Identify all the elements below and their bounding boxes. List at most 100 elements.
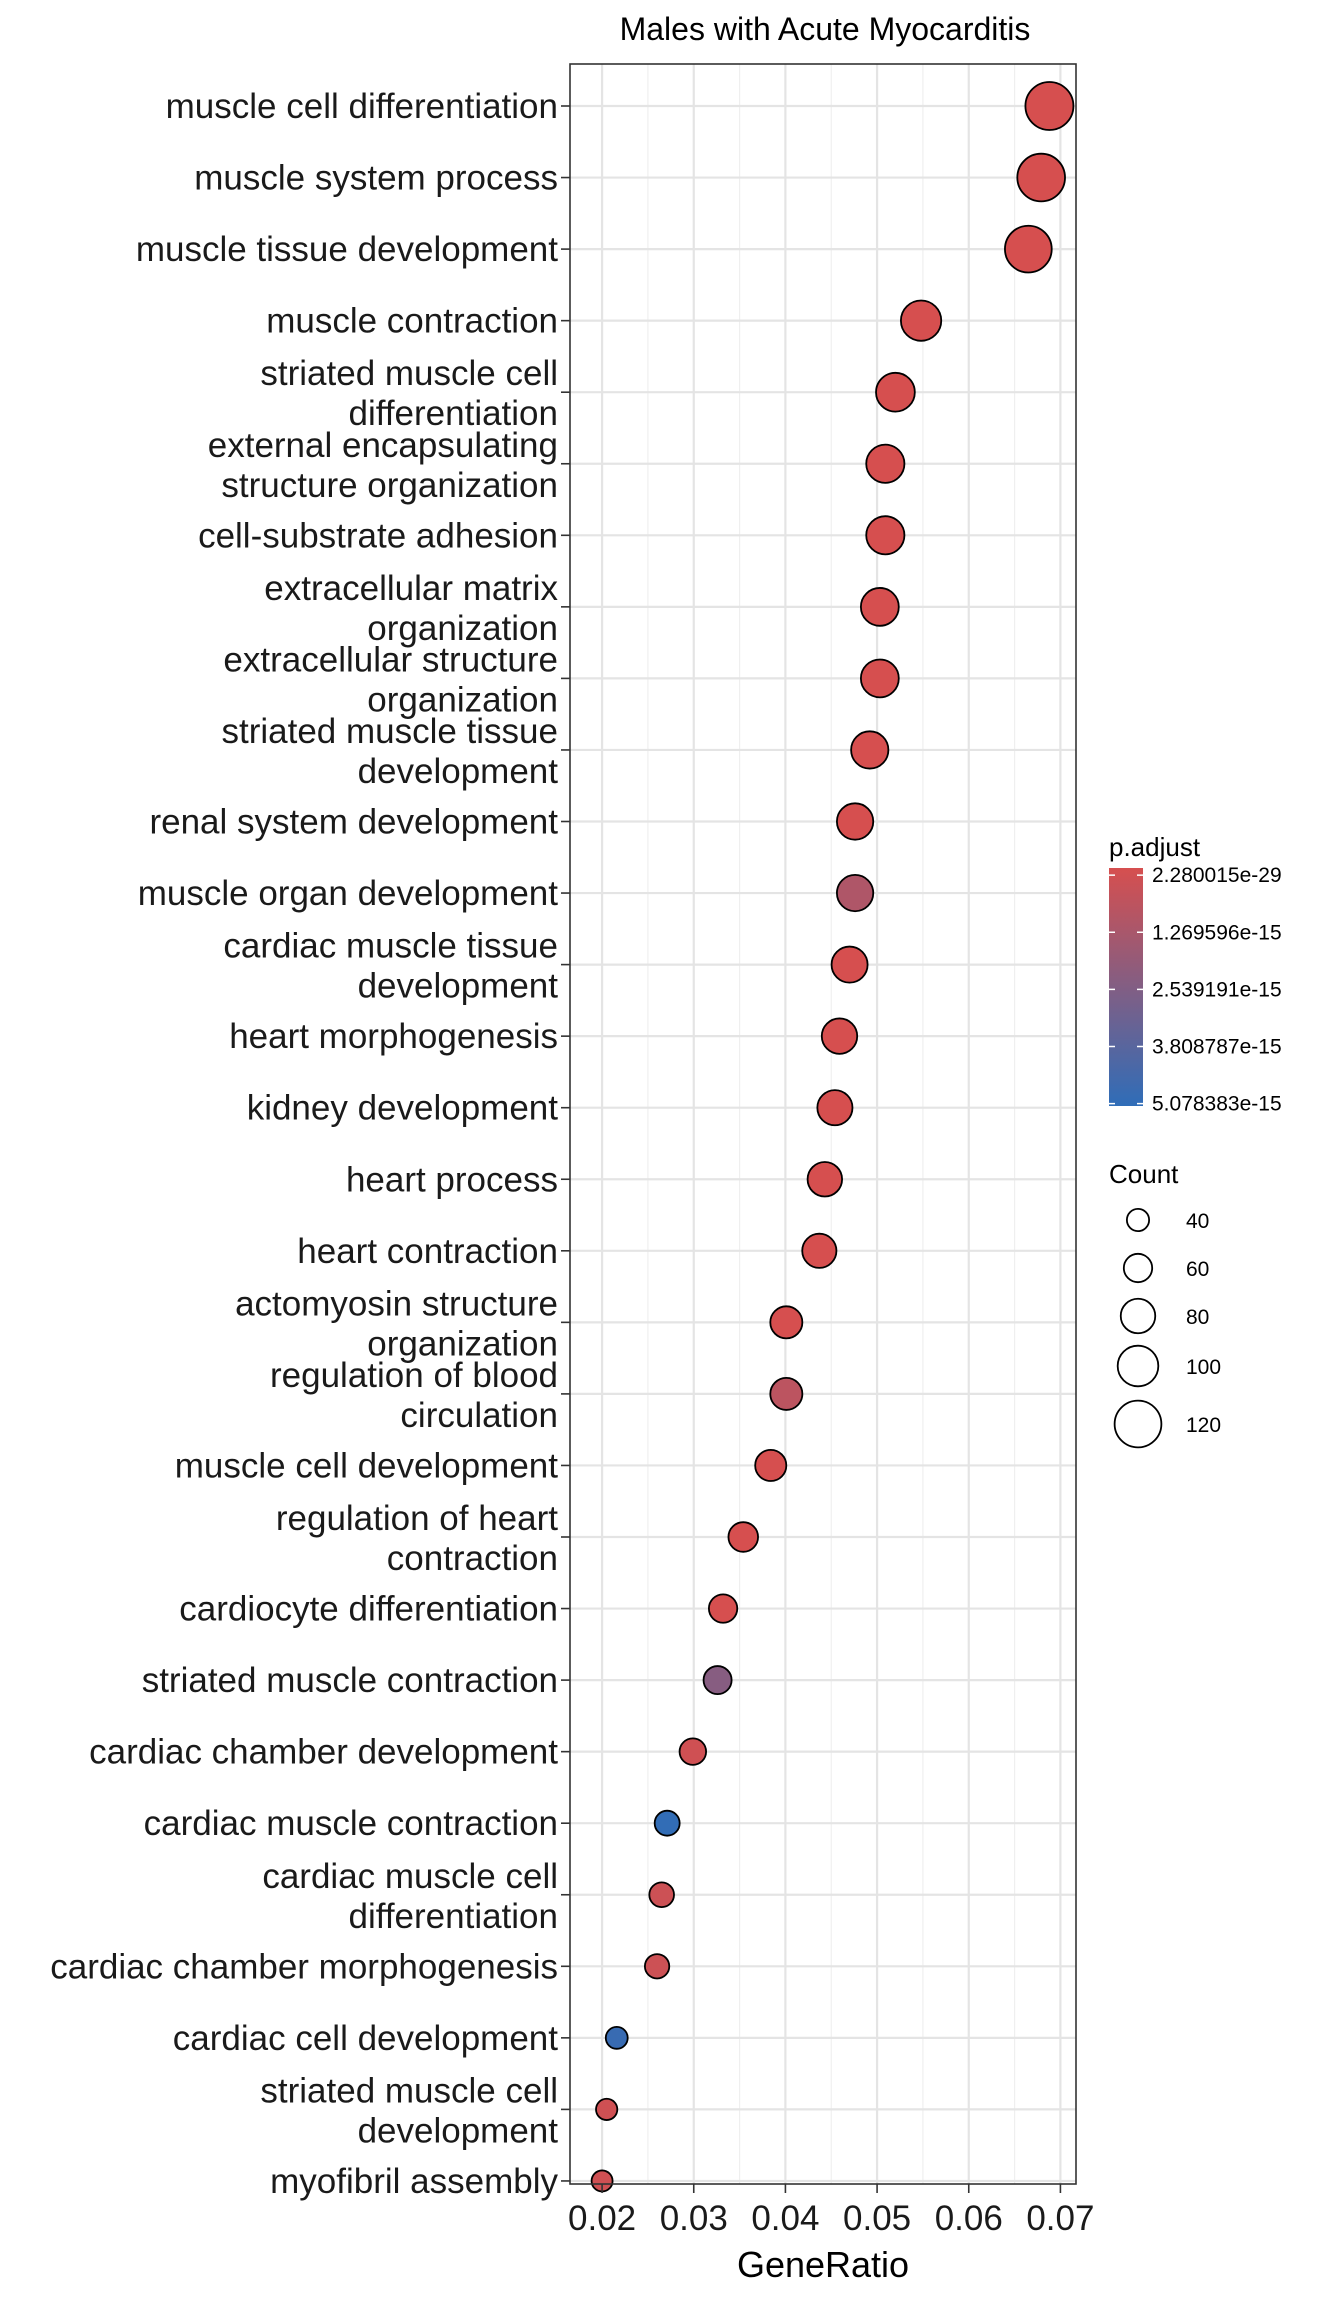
- data-point: [836, 802, 875, 841]
- term-label-line: organization: [367, 680, 558, 719]
- term-label: renal system development: [149, 803, 558, 842]
- term-label-line: actomyosin structure: [235, 1284, 558, 1323]
- data-point: [653, 1809, 681, 1837]
- term-label-line: striated muscle cell: [260, 354, 558, 393]
- x-tick-label: 0.05: [843, 2199, 911, 2238]
- x-tick-label: 0.02: [568, 2199, 636, 2238]
- x-tick-label: 0.04: [751, 2199, 819, 2238]
- color-legend-ticks: 2.280015e-29 1.269596e-15 2.539191e-15 3.80…: [1109, 864, 1282, 1116]
- term-label: muscle cell differentiation: [166, 87, 558, 126]
- x-tick-label: 0.06: [935, 2199, 1003, 2238]
- p-adjust-legend: p.adjust 2.280015e-29 1.269596e-15 2.53919…: [1109, 832, 1282, 1116]
- term-label-line: regulation of blood: [270, 1356, 558, 1395]
- term-label-line: differentiation: [348, 394, 558, 433]
- size-legend-title: Count: [1109, 1159, 1179, 1189]
- size-legend-label: 60: [1186, 1258, 1209, 1281]
- data-point: [1016, 152, 1066, 203]
- data-point: [643, 1953, 671, 1980]
- term-label-line: organization: [367, 609, 558, 648]
- term-label: striated muscle cell differentiation: [260, 354, 558, 433]
- data-point: [875, 371, 916, 413]
- term-label-line: extracellular matrix: [264, 569, 558, 608]
- term-label: external encapsulating structure organiza…: [208, 426, 558, 505]
- term-label: muscle tissue development: [136, 230, 558, 269]
- size-legend-circle: [1122, 1252, 1154, 1284]
- term-label: heart process: [346, 1160, 558, 1199]
- data-point: [900, 299, 943, 342]
- x-tick-label: 0.07: [1026, 2199, 1094, 2238]
- term-label: muscle organ development: [138, 874, 559, 913]
- size-legend-circle: [1125, 1207, 1151, 1233]
- term-label: myofibril assembly: [270, 2162, 558, 2201]
- term-label: cardiac cell development: [173, 2019, 558, 2058]
- term-label: cell-substrate adhesion: [198, 516, 558, 555]
- data-point: [727, 1521, 759, 1553]
- term-label-line: contraction: [387, 1539, 558, 1578]
- term-label-line: regulation of heart: [276, 1499, 558, 1538]
- term-label: muscle system process: [194, 159, 558, 198]
- term-label: cardiac muscle contraction: [144, 1804, 558, 1843]
- data-point: [806, 1161, 843, 1198]
- data-point: [801, 1232, 838, 1269]
- size-legend-label: 100: [1186, 1356, 1221, 1379]
- data-point: [708, 1593, 739, 1624]
- term-label-line: organization: [367, 1324, 558, 1363]
- color-legend-label: 2.539191e-15: [1152, 978, 1282, 1001]
- data-point: [850, 730, 890, 770]
- data-point: [865, 515, 906, 556]
- data-point: [859, 658, 900, 699]
- count-legend: Count 40 60 80 100 120: [1109, 1159, 1221, 1449]
- plot-panel-border: [569, 63, 1077, 2185]
- data-point: [830, 945, 869, 984]
- data-point: [702, 1665, 733, 1696]
- color-legend-label: 3.808787e-15: [1152, 1036, 1282, 1059]
- term-label-line: cardiac muscle tissue: [223, 927, 558, 966]
- term-label-line: cardiac muscle cell: [262, 1857, 558, 1896]
- data-points: [590, 81, 1075, 2193]
- data-point: [648, 1881, 675, 1908]
- data-point: [769, 1376, 804, 1411]
- plot-panel-background: [570, 64, 1076, 2184]
- term-label: cardiac muscle cell differentiation: [262, 1857, 558, 1936]
- term-label: regulation of heart contraction: [276, 1499, 558, 1578]
- color-legend-label: 5.078383e-15: [1152, 1093, 1282, 1116]
- data-point: [836, 873, 875, 913]
- term-label-line: extracellular structure: [223, 640, 558, 679]
- term-labels: muscle cell differentiation muscle system…: [50, 87, 570, 2201]
- term-label-line: structure organization: [221, 466, 558, 505]
- term-label: muscle contraction: [266, 302, 558, 341]
- term-label: cardiac chamber morphogenesis: [50, 1947, 558, 1986]
- size-legend-label: 80: [1186, 1306, 1209, 1329]
- data-point: [1004, 224, 1053, 274]
- term-label: extracellular structure organization: [223, 640, 558, 719]
- term-label: striated muscle tissue development: [221, 712, 558, 791]
- term-label: striated muscle cell development: [260, 2071, 558, 2150]
- term-label-line: striated muscle cell: [260, 2071, 558, 2110]
- term-label-line: development: [358, 752, 559, 791]
- term-label: heart contraction: [297, 1232, 558, 1271]
- term-label: muscle cell development: [175, 1446, 559, 1485]
- data-point: [1024, 81, 1075, 131]
- term-label: extracellular matrix organization: [264, 569, 558, 648]
- x-tick-label: 0.03: [660, 2199, 728, 2238]
- data-point: [816, 1089, 854, 1127]
- term-label: actomyosin structure organization: [235, 1284, 558, 1363]
- data-point: [769, 1305, 804, 1340]
- size-legend-circle: [1113, 1399, 1163, 1449]
- x-axis-ticks: 0.02 0.03 0.04 0.05 0.06 0.07: [568, 2184, 1094, 2238]
- data-point: [865, 443, 906, 484]
- size-legend-items: 40 60 80 100 120: [1113, 1207, 1221, 1449]
- term-label: cardiac chamber development: [89, 1733, 558, 1772]
- size-legend-circle: [1116, 1344, 1160, 1388]
- color-legend-title: p.adjust: [1109, 832, 1201, 862]
- term-label: regulation of blood circulation: [270, 1356, 558, 1435]
- term-label: cardiac muscle tissue development: [223, 927, 558, 1006]
- data-point: [859, 587, 900, 627]
- term-label-line: striated muscle tissue: [221, 712, 558, 751]
- term-label-line: circulation: [400, 1396, 558, 1435]
- term-label-line: external encapsulating: [208, 426, 558, 465]
- data-point: [604, 2025, 629, 2050]
- term-label-line: differentiation: [348, 1897, 558, 1936]
- data-point: [754, 1448, 788, 1482]
